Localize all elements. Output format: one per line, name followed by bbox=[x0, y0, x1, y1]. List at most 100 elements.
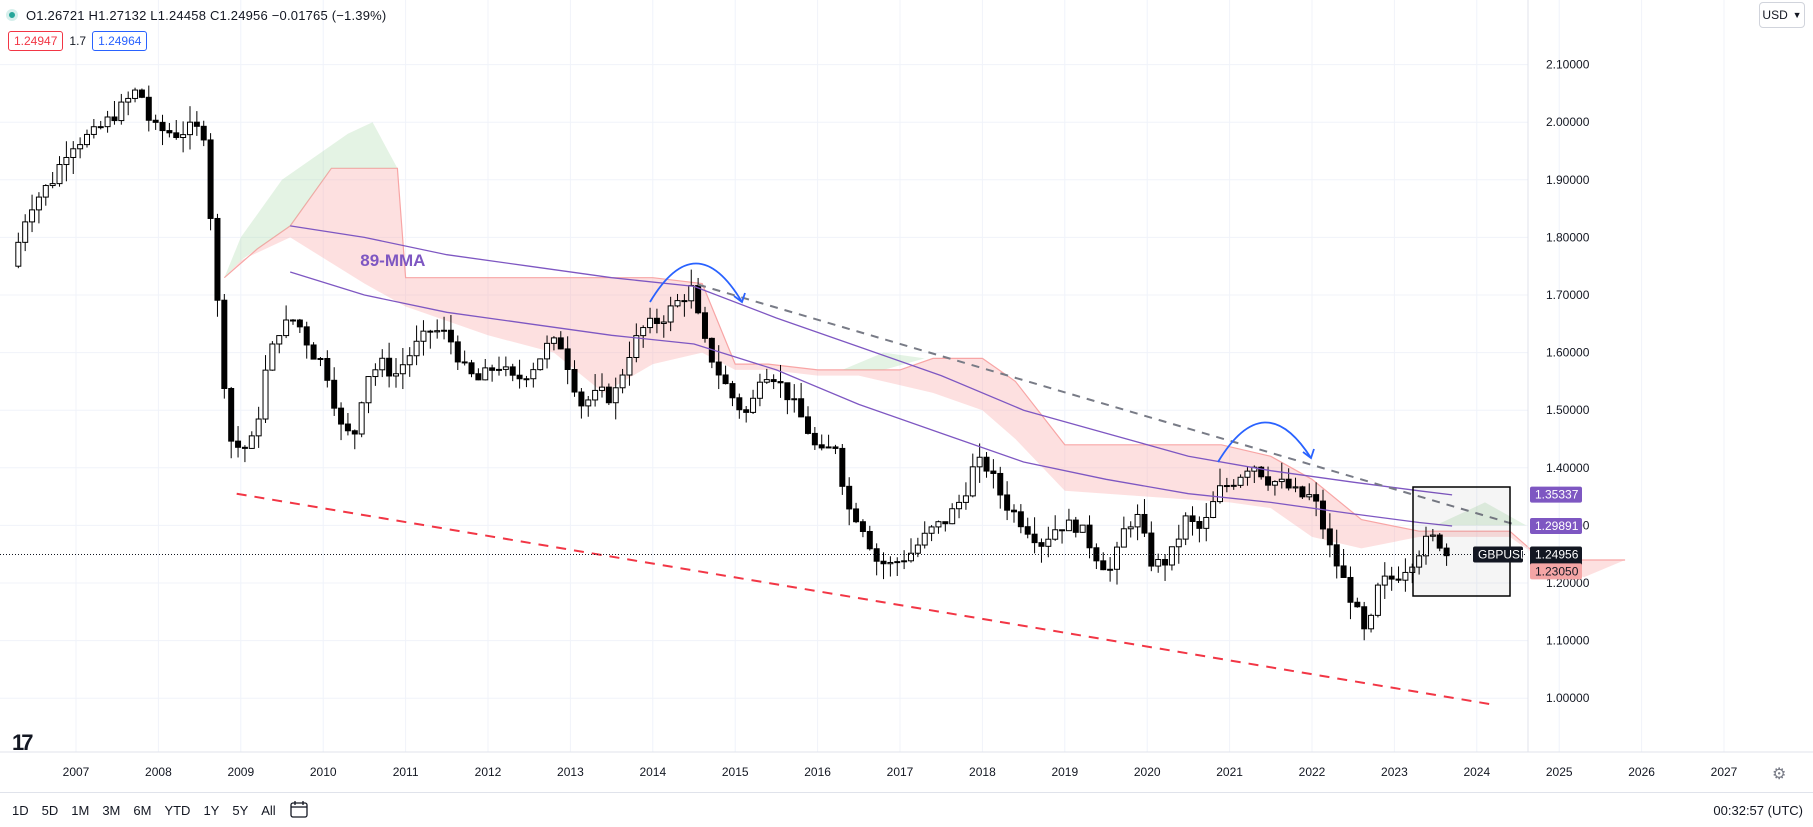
candle bbox=[859, 519, 866, 538]
candle bbox=[798, 382, 805, 418]
range-ytd[interactable]: YTD bbox=[164, 802, 191, 818]
candle-body bbox=[1313, 494, 1320, 502]
candle-body bbox=[392, 373, 399, 377]
candle-body bbox=[1017, 511, 1024, 528]
cloud-value-tag-bg bbox=[1530, 563, 1582, 580]
utc-clock[interactable]: 00:32:57 (UTC) bbox=[1713, 802, 1803, 818]
candle-body bbox=[70, 148, 77, 158]
range-1d[interactable]: 1D bbox=[12, 802, 29, 818]
chevron-down-icon: ▼ bbox=[1792, 10, 1802, 20]
candle bbox=[523, 375, 530, 388]
candle bbox=[399, 348, 406, 390]
bid-ask: 1.24947 1.7 1.24964 bbox=[8, 31, 148, 51]
candle-body bbox=[283, 319, 290, 337]
candle bbox=[29, 194, 36, 233]
candle-body bbox=[777, 381, 784, 384]
candle-body bbox=[509, 366, 516, 376]
candle-body bbox=[351, 430, 358, 435]
candle bbox=[1244, 466, 1251, 486]
candle bbox=[633, 323, 640, 363]
candle bbox=[1120, 516, 1127, 548]
candle-body bbox=[399, 364, 406, 375]
candle-body bbox=[605, 386, 612, 404]
candle-body bbox=[612, 387, 619, 404]
candle-body bbox=[186, 121, 193, 136]
candle-body bbox=[1347, 576, 1354, 603]
candle bbox=[626, 341, 633, 386]
candle bbox=[358, 401, 365, 438]
candle-body bbox=[969, 466, 976, 497]
cloud-bullish-area bbox=[842, 352, 925, 370]
candle bbox=[1059, 529, 1066, 544]
candle bbox=[125, 91, 132, 116]
candle bbox=[104, 110, 111, 133]
range-1y[interactable]: 1Y bbox=[203, 802, 220, 818]
candle bbox=[1196, 516, 1203, 543]
candle-body bbox=[914, 544, 921, 554]
candle bbox=[853, 502, 860, 524]
candle bbox=[1368, 613, 1375, 633]
candle bbox=[722, 365, 729, 385]
time-tick-label: 2017 bbox=[887, 765, 914, 779]
range-1m[interactable]: 1M bbox=[71, 802, 90, 818]
candle-body bbox=[873, 548, 880, 562]
candle bbox=[1313, 482, 1320, 517]
candle-body bbox=[241, 446, 248, 449]
candle-body bbox=[1203, 516, 1210, 529]
candle-body bbox=[1230, 484, 1237, 487]
price-tick-label: 1.00000 bbox=[1546, 691, 1590, 705]
candle bbox=[804, 406, 811, 435]
sell-price-button[interactable]: 1.24947 bbox=[8, 31, 64, 51]
candle bbox=[56, 156, 63, 187]
candle-body bbox=[1436, 534, 1443, 549]
candle-body bbox=[427, 330, 434, 333]
candle-body bbox=[564, 348, 571, 370]
candle bbox=[1141, 499, 1148, 538]
candle-body bbox=[743, 409, 750, 413]
candle-body bbox=[550, 337, 557, 344]
goto-date-icon[interactable] bbox=[290, 801, 308, 818]
candle-body bbox=[592, 389, 599, 401]
candle-body bbox=[516, 374, 523, 380]
price-chart[interactable]: 89-MMA 2.10000 2.00000 1.90000 1.80000 1.700… bbox=[0, 0, 1813, 792]
candle bbox=[310, 342, 317, 360]
range-5y[interactable]: 5Y bbox=[232, 802, 249, 818]
candle bbox=[598, 373, 605, 398]
gear-icon[interactable]: ⚙ bbox=[1772, 766, 1787, 783]
candle bbox=[1319, 489, 1326, 539]
candle bbox=[1361, 601, 1368, 641]
candle bbox=[1333, 529, 1340, 579]
candle-body bbox=[1100, 560, 1107, 571]
candle-body bbox=[29, 209, 36, 223]
candle-body bbox=[1127, 526, 1134, 530]
currency-selector[interactable]: USD ▼ bbox=[1759, 2, 1805, 28]
candle bbox=[482, 358, 489, 381]
range-5d[interactable]: 5D bbox=[41, 802, 59, 818]
candle-body bbox=[571, 368, 578, 393]
candle bbox=[1388, 566, 1395, 591]
candle-body bbox=[660, 321, 667, 324]
time-tick-label: 2024 bbox=[1463, 765, 1490, 779]
resistance-trendline bbox=[697, 283, 1519, 527]
candle bbox=[784, 382, 791, 415]
candle-body bbox=[633, 335, 640, 359]
range-3m[interactable]: 3M bbox=[102, 802, 121, 818]
ohlc-values: O1.26721 H1.27132 L1.24458 C1.24956 −0.0… bbox=[26, 7, 387, 23]
buy-price-button[interactable]: 1.24964 bbox=[92, 31, 148, 51]
candle bbox=[653, 308, 660, 334]
candle-body bbox=[791, 398, 798, 401]
candle-body bbox=[715, 361, 722, 376]
price-axis: 2.10000 2.00000 1.90000 1.80000 1.70000 1.600… bbox=[1527, 0, 1590, 752]
candle bbox=[1216, 468, 1223, 504]
candle bbox=[228, 386, 235, 459]
range-all[interactable]: All bbox=[261, 802, 276, 818]
candle-body bbox=[667, 305, 674, 323]
arrow-2014-head bbox=[733, 292, 746, 304]
focus-rectangle bbox=[1412, 486, 1511, 597]
candle-body bbox=[331, 379, 338, 409]
candle bbox=[1107, 557, 1114, 582]
candle-body bbox=[901, 560, 908, 563]
time-tick-label: 2015 bbox=[722, 765, 749, 779]
range-6m[interactable]: 6M bbox=[133, 802, 152, 818]
candle-body bbox=[338, 407, 345, 425]
